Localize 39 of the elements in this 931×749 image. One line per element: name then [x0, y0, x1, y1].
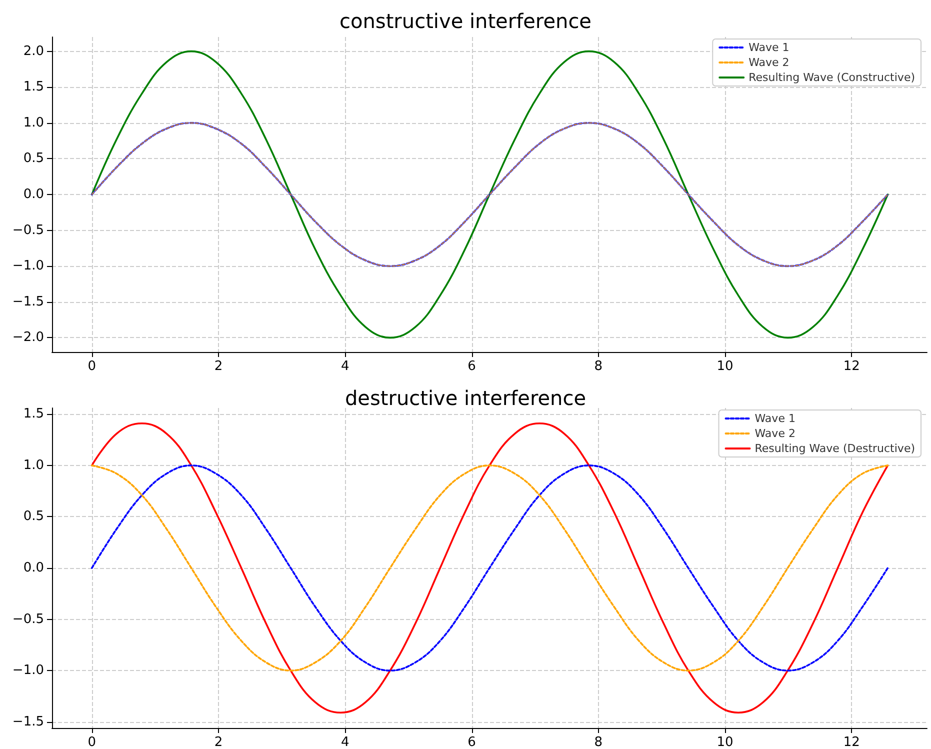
legend-label: Wave 1 [748, 41, 790, 54]
legend-label: Wave 1 [754, 412, 796, 425]
y-tick-label: −1.5 [12, 294, 44, 310]
x-tick-label: 4 [341, 735, 350, 749]
y-tick-label: 2.0 [23, 44, 44, 59]
x-tick-label: 10 [716, 735, 734, 749]
y-tick-label: −1.5 [12, 714, 44, 730]
legend-label: Wave 2 [754, 427, 796, 440]
y-tick-label: 1.0 [23, 458, 44, 473]
chart-title: destructive interference [344, 386, 586, 410]
y-tick-label: −2.0 [12, 330, 44, 346]
y-tick-label: −0.5 [12, 222, 44, 238]
y-tick-label: −0.5 [12, 612, 44, 627]
chart-title: constructive interference [340, 9, 592, 33]
y-tick-label: 1.0 [23, 115, 44, 130]
y-tick-label: 0.0 [23, 187, 44, 202]
y-tick-label: −1.0 [12, 663, 44, 678]
y-tick-label: 1.5 [23, 406, 44, 422]
x-tick-label: 8 [594, 735, 603, 749]
x-tick-label: 4 [341, 359, 350, 374]
x-tick-label: 2 [214, 735, 223, 749]
legend-label: Resulting Wave (Constructive) [748, 71, 916, 84]
y-tick-label: 0.0 [23, 560, 44, 576]
legend-label: Resulting Wave (Destructive) [754, 442, 916, 455]
x-tick-label: 8 [594, 359, 603, 374]
x-tick-label: 6 [468, 359, 476, 374]
legend-label: Wave 2 [748, 56, 790, 69]
x-tick-label: 12 [843, 735, 860, 749]
x-tick-label: 12 [843, 359, 860, 374]
x-tick-label: 10 [716, 359, 734, 374]
x-tick-label: 0 [88, 359, 96, 374]
y-tick-label: −1.0 [12, 258, 44, 274]
x-tick-label: 6 [468, 735, 476, 749]
y-tick-label: 0.5 [23, 509, 44, 524]
x-tick-label: 2 [214, 359, 223, 374]
x-tick-label: 0 [88, 735, 96, 749]
line-series [90, 464, 889, 672]
y-tick-label: 1.5 [23, 80, 44, 95]
y-tick-label: 0.5 [23, 151, 44, 166]
